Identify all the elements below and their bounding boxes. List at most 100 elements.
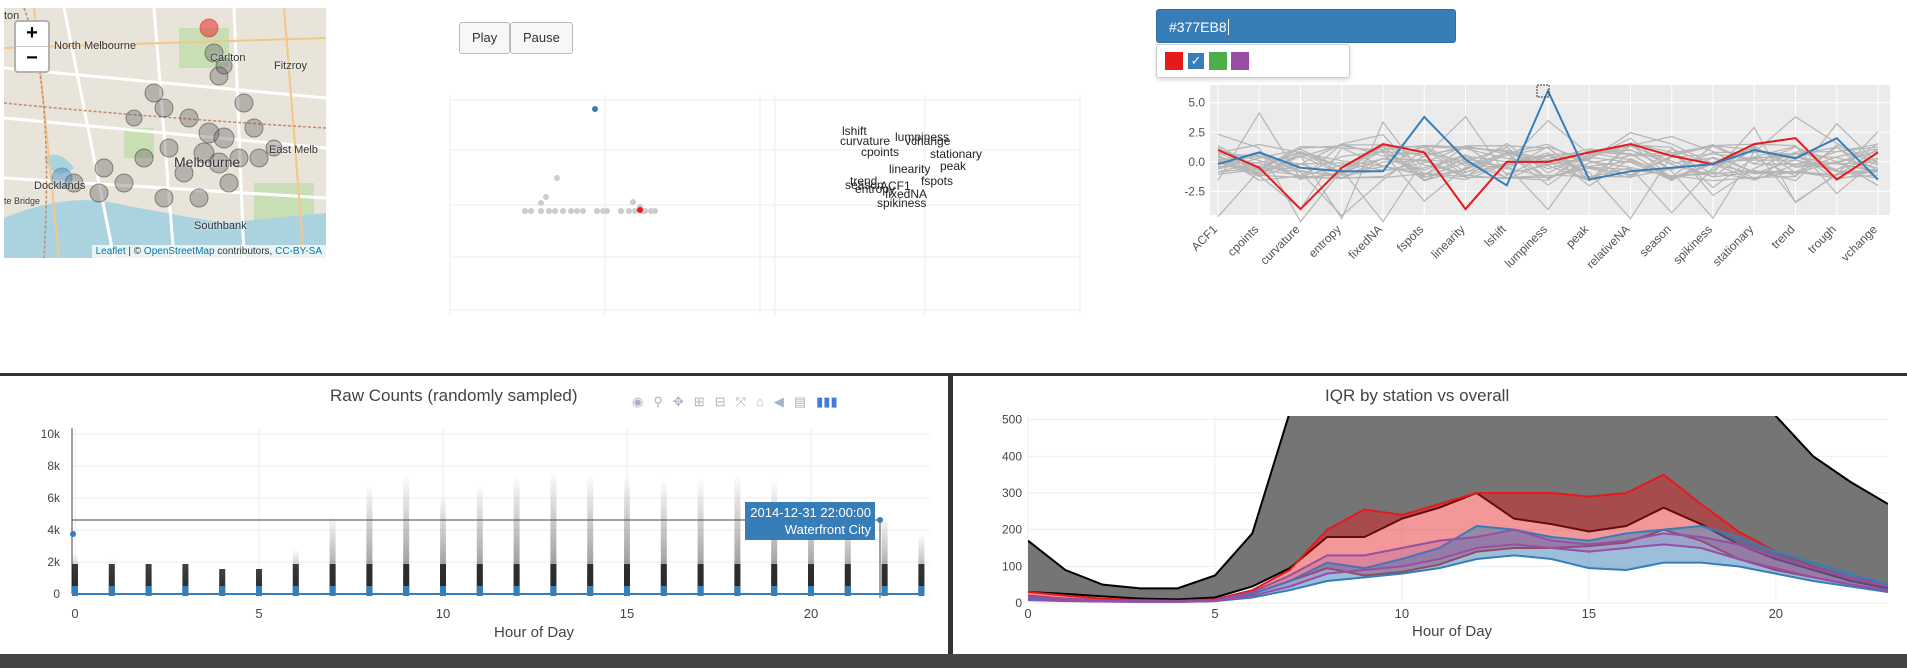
raw-counts-station-strip: [182, 586, 189, 596]
leaflet-link[interactable]: Leaflet: [95, 246, 126, 257]
raw-counts-strip: [513, 474, 520, 594]
raw-counts-station-strip: [72, 586, 78, 596]
map-tiles: [4, 8, 326, 258]
swatch-blue[interactable]: ✓: [1187, 52, 1205, 70]
spike-icon[interactable]: ◀: [773, 394, 784, 409]
iqr-chart[interactable]: 500 400 300 200 100 0 0 5 10 15 20: [990, 412, 1905, 652]
map-label-north-melbourne: North Melbourne: [54, 40, 136, 52]
zoom-icon[interactable]: ⚲: [653, 394, 663, 409]
map-label-southbank: Southbank: [194, 220, 247, 232]
camera-icon[interactable]: ◉: [632, 394, 644, 409]
raw-counts-yticks: 10k 8k 6k 4k 2k 0: [41, 427, 61, 601]
feature-label: stationary: [930, 147, 982, 161]
parcoords-xtick: trend: [1768, 222, 1797, 251]
raw-counts-station-strip: [476, 586, 483, 596]
feature-label: season: [845, 178, 884, 192]
license-link[interactable]: CC-BY-SA: [275, 246, 322, 257]
map-widget[interactable]: North Melbourne Carlton Fitzroy Melbourn…: [4, 8, 326, 258]
raw-counts-strip: [734, 474, 741, 594]
zoom-out-button[interactable]: −: [26, 47, 38, 69]
raw-counts-xtick: 10: [436, 606, 450, 621]
raw-counts-xtick: 20: [804, 606, 818, 621]
parcoords-highlight-lines: [1217, 88, 1879, 211]
map-label-docklands: Docklands: [34, 180, 86, 192]
hover-marker: [1536, 84, 1550, 98]
parcoords-xtick: peak: [1563, 222, 1592, 251]
iqr-xlabel: Hour of Day: [1412, 623, 1493, 640]
iqr-title: IQR by station vs overall: [1325, 386, 1510, 405]
pan-icon[interactable]: ✥: [672, 394, 684, 409]
iqr-ytick: 500: [1002, 413, 1022, 427]
modebar: ◉ ⚲ ✥ ⊞ ⊟ ⤧ ⌂ ◀ ▤ ▮▮▮: [632, 393, 848, 411]
swatch-purple[interactable]: [1231, 52, 1249, 70]
hover-tooltip: 2014-12-31 22:00:00 Waterfront City: [745, 502, 875, 540]
raw-counts-station-strip: [256, 586, 262, 596]
osm-link[interactable]: OpenStreetMap: [143, 246, 215, 257]
bottom-bar: [0, 654, 1907, 668]
raw-counts-station-strip: [844, 586, 851, 596]
raw-counts-strip-core: [256, 569, 262, 594]
feature-label: vchange: [905, 134, 951, 148]
raw-counts-strip-core: [550, 564, 557, 594]
iqr-xtick: 5: [1211, 606, 1218, 621]
swatch-green[interactable]: [1209, 52, 1227, 70]
scatter-point: [522, 208, 528, 214]
swatch-red[interactable]: [1165, 52, 1183, 70]
autoscale-icon[interactable]: ⤧: [735, 394, 746, 409]
parcoords-background-lines: [1217, 111, 1879, 223]
scatter-point: [538, 200, 544, 206]
scatter-point: [652, 208, 658, 214]
raw-counts-strip-core: [808, 564, 814, 594]
parcoords-xtick: spikiness: [1670, 222, 1715, 267]
parcoords-background-line: [1217, 133, 1879, 181]
raw-counts-ytick: 0: [53, 587, 60, 601]
scatter-point-selected: [592, 106, 598, 112]
raw-counts-strip-core: [182, 564, 189, 594]
raw-counts-station-strip: [440, 586, 446, 596]
raw-counts-strip-core: [624, 564, 630, 594]
raw-counts-station-strip: [145, 586, 152, 596]
raw-counts-strip-core: [771, 564, 778, 594]
raw-counts-station-strip: [881, 586, 888, 596]
raw-counts-xtick: 15: [620, 606, 634, 621]
iqr-overall-upper-line: [1028, 416, 1888, 590]
compare-icon[interactable]: ▤: [793, 394, 807, 409]
color-input[interactable]: #377EB8: [1156, 9, 1456, 43]
raw-counts-station-strip: [660, 586, 667, 596]
raw-counts-xtick: 5: [255, 606, 262, 621]
parcoords-background-line: [1217, 146, 1879, 211]
scatter-point: [632, 208, 638, 214]
zoom-out-icon[interactable]: ⊟: [714, 394, 726, 409]
zoom-in-icon[interactable]: ⊞: [693, 394, 705, 409]
raw-counts-strip-core: [366, 564, 373, 594]
raw-counts-station-strip: [918, 586, 925, 596]
raw-counts-strip-core: [918, 564, 925, 594]
raw-counts-strip: [844, 509, 851, 594]
pause-button[interactable]: Pause: [510, 22, 573, 54]
home-icon[interactable]: ⌂: [756, 394, 764, 409]
raw-counts-strip-core: [660, 564, 667, 594]
scatter-point: [552, 208, 558, 214]
map-label-ton: ton: [4, 10, 20, 22]
play-button[interactable]: Play: [459, 22, 511, 54]
iqr-ytick: 300: [1002, 486, 1022, 500]
raw-counts-station-strip: [587, 586, 594, 596]
plotly-logo-icon[interactable]: ▮▮▮: [816, 394, 838, 409]
raw-counts-station-strip: [808, 586, 814, 596]
raw-counts-strip-core: [697, 564, 704, 594]
feature-label: cpoints: [861, 145, 899, 159]
scatter-point: [546, 208, 552, 214]
raw-counts-strip: [660, 479, 667, 594]
iqr-xtick: 0: [1024, 606, 1031, 621]
scatter-point: [604, 208, 610, 214]
feature-label: fspots: [921, 174, 953, 188]
raw-counts-strip-core: [587, 564, 594, 594]
tooltip-station: Waterfront City: [784, 522, 871, 537]
parcoords-xtick: ACF1: [1189, 222, 1221, 254]
parcoords-ytick: 0.0: [1188, 155, 1205, 169]
parcoords-xtick: fspots: [1394, 222, 1427, 255]
zoom-in-button[interactable]: +: [16, 22, 48, 47]
